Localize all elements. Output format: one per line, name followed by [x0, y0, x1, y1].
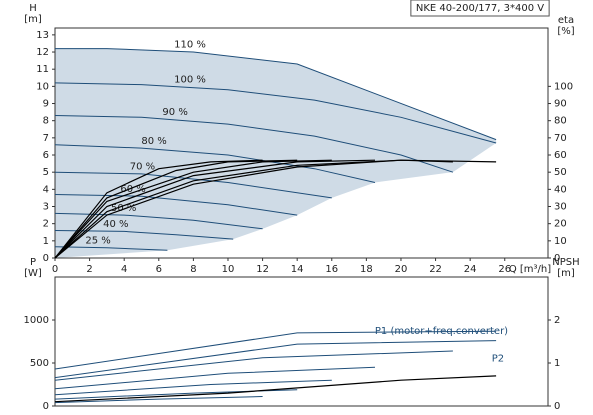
y-tick-label: 1 [43, 236, 49, 247]
x-tick-label: 20 [395, 264, 408, 275]
curve [55, 48, 497, 141]
x-tick-label: 2 [86, 264, 92, 275]
curve-label: P1 (motor+freq.converter) [375, 326, 508, 337]
y2-axis-unit: [m] [557, 268, 575, 279]
curve [54, 340, 497, 379]
curve-label: 40 % [103, 219, 128, 230]
chart-title: NKE 40-200/177, 3*400 V [416, 3, 544, 14]
x-tick-label: 0 [52, 264, 58, 275]
curve-label: 25 % [85, 235, 110, 246]
curve [54, 230, 234, 240]
y-tick-label: 0 [43, 401, 49, 412]
y2-tick-label: 20 [554, 219, 567, 230]
curve [54, 115, 454, 173]
y2-tick-label: 100 [554, 81, 573, 92]
y-tick-label: 13 [36, 30, 49, 41]
x-tick-label: 26 [498, 264, 511, 275]
x-tick-label: 8 [190, 264, 196, 275]
curve [54, 159, 376, 259]
curve [54, 396, 263, 404]
curve [54, 350, 453, 381]
y-tick-label: 3 [43, 202, 49, 213]
curve [54, 379, 332, 396]
x-tick-label: 22 [429, 264, 442, 275]
y2-tick-label: 2 [554, 315, 560, 326]
x-tick-label: 12 [256, 264, 269, 275]
curve [54, 144, 376, 183]
plot-frame [54, 276, 549, 407]
y2-tick-label: 10 [554, 236, 567, 247]
curve [54, 159, 298, 259]
x-tick-label: 16 [325, 264, 338, 275]
curve [54, 375, 497, 403]
curve-label: 110 % [174, 39, 206, 50]
y2-tick-label: 1 [554, 358, 560, 369]
y-tick-label: 4 [43, 184, 49, 195]
curve [54, 159, 453, 259]
operating-area [55, 48, 497, 258]
y2-tick-label: 40 [554, 184, 567, 195]
title-box [410, 0, 550, 17]
curve-label: 70 % [130, 162, 155, 173]
curve-label: 50 % [111, 203, 136, 214]
y2-tick-label: 30 [554, 202, 567, 213]
curve [54, 330, 497, 370]
y2-axis-label: NPSH [552, 257, 579, 268]
y-tick-label: 9 [43, 99, 49, 110]
curve-label: 60 % [120, 184, 145, 195]
curve [54, 82, 497, 144]
y-tick-label: 11 [36, 64, 49, 75]
x-tick-label: 14 [291, 264, 304, 275]
x-axis-label: Q [m³/h] [509, 264, 551, 275]
y2-axis-label: eta [558, 15, 574, 26]
y2-tick-label: 60 [554, 150, 567, 161]
y-tick-label: 8 [43, 116, 49, 127]
curve-label: 90 % [162, 107, 187, 118]
curve-label: 80 % [141, 136, 166, 147]
curve [54, 159, 332, 259]
curve [54, 246, 168, 251]
y-tick-label: 2 [43, 219, 49, 230]
y-axis-unit: [W] [24, 268, 42, 279]
y2-tick-label: 50 [554, 167, 567, 178]
curve-label: 100 % [174, 75, 206, 86]
curve [54, 366, 376, 390]
plot-frame [54, 27, 549, 259]
y-tick-label: 5 [43, 167, 49, 178]
y2-tick-label: 80 [554, 116, 567, 127]
y2-tick-label: 70 [554, 133, 567, 144]
y2-tick-label: 0 [554, 401, 560, 412]
y2-tick-label: 0 [554, 253, 560, 264]
y-tick-label: 6 [43, 150, 49, 161]
y-tick-label: 7 [43, 133, 49, 144]
y-axis-unit: [m] [24, 14, 42, 25]
x-tick-label: 4 [121, 264, 127, 275]
x-tick-label: 10 [222, 264, 235, 275]
y-axis-label: P [30, 257, 36, 268]
y2-tick-label: 90 [554, 99, 567, 110]
y-tick-label: 12 [36, 47, 49, 58]
y-tick-label: 10 [36, 81, 49, 92]
y-tick-label: 500 [30, 358, 49, 369]
x-tick-label: 18 [360, 264, 373, 275]
y-tick-label: 0 [43, 253, 49, 264]
x-tick-label: 6 [156, 264, 162, 275]
y-axis-label: H [29, 3, 37, 14]
curve [54, 159, 263, 259]
y-tick-label: 1000 [24, 315, 49, 326]
x-tick-label: 24 [464, 264, 477, 275]
curve-label: P2 [492, 354, 504, 365]
y2-axis-unit: [%] [557, 26, 574, 37]
curve [54, 194, 298, 216]
